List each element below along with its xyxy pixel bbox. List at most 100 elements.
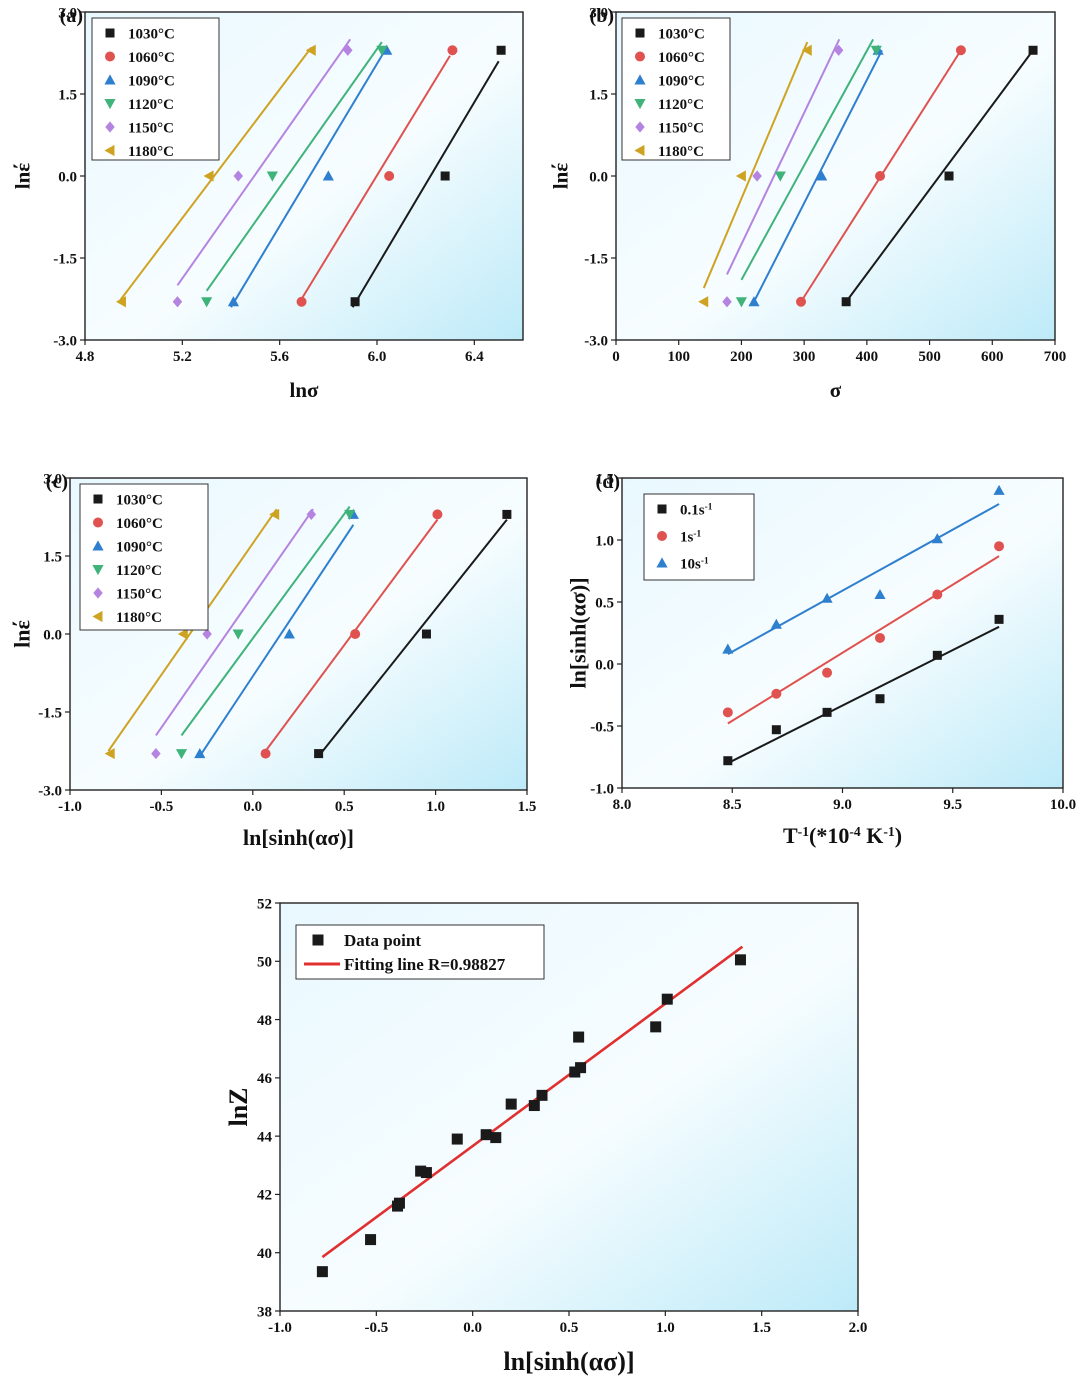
y-tick-label: 42 — [257, 1188, 272, 1204]
x-tick-label: 500 — [918, 349, 941, 365]
x-tick-label: 1.0 — [656, 1320, 675, 1336]
data-point — [993, 484, 1005, 495]
data-point — [447, 45, 458, 56]
x-tick-label: 6.0 — [368, 349, 387, 365]
fit-line — [726, 38, 841, 275]
x-axis-label: ln[sinh(ασ)] — [503, 1347, 634, 1376]
y-tick-label: 40 — [257, 1246, 272, 1262]
data-point — [306, 508, 317, 520]
x-tick-label: 0.0 — [463, 1320, 482, 1336]
data-point — [344, 509, 356, 520]
data-point — [722, 643, 734, 654]
x-tick-label: 4.8 — [76, 349, 95, 365]
data-point — [723, 756, 733, 766]
data-point — [415, 1165, 427, 1177]
data-point — [994, 614, 1004, 624]
legend-label: 1090°C — [128, 73, 175, 89]
data-point — [269, 508, 280, 520]
x-axis-label: ln[sinh(ασ)] — [243, 825, 354, 850]
y-tick-label: 0.0 — [595, 657, 614, 673]
data-point — [536, 1089, 548, 1101]
data-point — [821, 592, 833, 603]
fit-line — [351, 60, 500, 308]
legend-marker — [93, 587, 103, 599]
x-tick-label: 0.5 — [560, 1320, 579, 1336]
y-tick-label: 48 — [257, 1013, 272, 1029]
data-point — [722, 707, 733, 718]
data-point — [505, 1098, 517, 1110]
legend-label: Fitting line R=0.98827 — [344, 955, 506, 974]
data-point — [528, 1100, 540, 1112]
data-point — [752, 170, 762, 182]
data-point — [573, 1031, 585, 1043]
data-point — [233, 170, 244, 182]
fit-line — [300, 55, 451, 300]
data-point — [432, 509, 443, 520]
x-tick-label: 300 — [793, 349, 816, 365]
data-point — [722, 296, 732, 308]
x-tick-label: 5.6 — [270, 349, 289, 365]
y-axis-label: lnέ — [10, 620, 35, 648]
data-point — [841, 297, 851, 307]
chart-panel-d: 8.0 8.5 9.0 9.5 10.0 1.5 1.0 0.5 0.0 -0.5 -1.0 T-1(… — [566, 471, 1076, 848]
legend-marker — [105, 28, 115, 38]
data-point — [322, 170, 334, 181]
data-point — [770, 618, 782, 629]
y-tick-label: -3.0 — [38, 783, 62, 799]
data-point — [994, 541, 1005, 552]
x-tick-label: 8.5 — [723, 797, 742, 813]
data-point — [384, 171, 395, 181]
data-point — [496, 45, 506, 55]
y-axis-label: ln[sinh(ασ)] — [566, 577, 591, 688]
legend-marker — [634, 74, 646, 85]
y-tick-label: -3.0 — [53, 333, 77, 349]
y-tick-label: 0.0 — [589, 169, 608, 185]
legend-marker — [105, 51, 115, 62]
data-point — [266, 171, 278, 182]
data-point — [316, 1266, 328, 1278]
legend-label: 1030°C — [128, 26, 175, 42]
legend-marker — [634, 144, 645, 157]
legend-marker — [104, 144, 115, 157]
x-tick-label: 400 — [856, 349, 879, 365]
data-point — [490, 1132, 502, 1144]
data-point — [314, 749, 324, 759]
y-tick-label: 1.0 — [595, 533, 614, 549]
data-point — [305, 44, 316, 56]
x-tick-label: -0.5 — [150, 799, 174, 815]
fit-line — [155, 508, 314, 736]
legend-marker — [635, 28, 645, 38]
y-tick-label: 3.0 — [589, 5, 608, 21]
fit-line — [198, 524, 355, 757]
legend-marker — [657, 531, 667, 541]
data-point — [343, 44, 353, 56]
legend-label: 1090°C — [116, 539, 163, 555]
y-tick-label: 1.5 — [595, 471, 614, 487]
data-point — [874, 588, 886, 600]
y-tick-label: -1.5 — [53, 251, 77, 267]
panel-label: (a) — [60, 5, 83, 27]
x-axis-label: σ — [830, 378, 842, 402]
data-point — [350, 629, 361, 639]
data-point — [822, 667, 833, 678]
fit-line — [727, 503, 1000, 655]
legend-box — [79, 483, 209, 631]
data-point — [104, 748, 115, 760]
data-point — [283, 628, 295, 639]
x-tick-label: 100 — [667, 349, 690, 365]
data-point — [421, 629, 431, 639]
x-tick-label: 0 — [612, 349, 620, 365]
legend-label: 1150°C — [116, 586, 162, 602]
y-tick-label: 52 — [257, 896, 272, 912]
data-point — [822, 707, 832, 717]
y-tick-label: -1.0 — [590, 781, 614, 797]
x-tick-label: 10.0 — [1050, 797, 1076, 813]
legend-label: 1120°C — [128, 97, 174, 113]
x-tick-label: 600 — [981, 349, 1004, 365]
y-tick-label: 0.0 — [43, 627, 62, 643]
fit-line — [205, 41, 383, 292]
y-tick-label: 1.5 — [589, 87, 608, 103]
data-point — [801, 44, 812, 56]
x-tick-label: 700 — [1044, 349, 1067, 365]
